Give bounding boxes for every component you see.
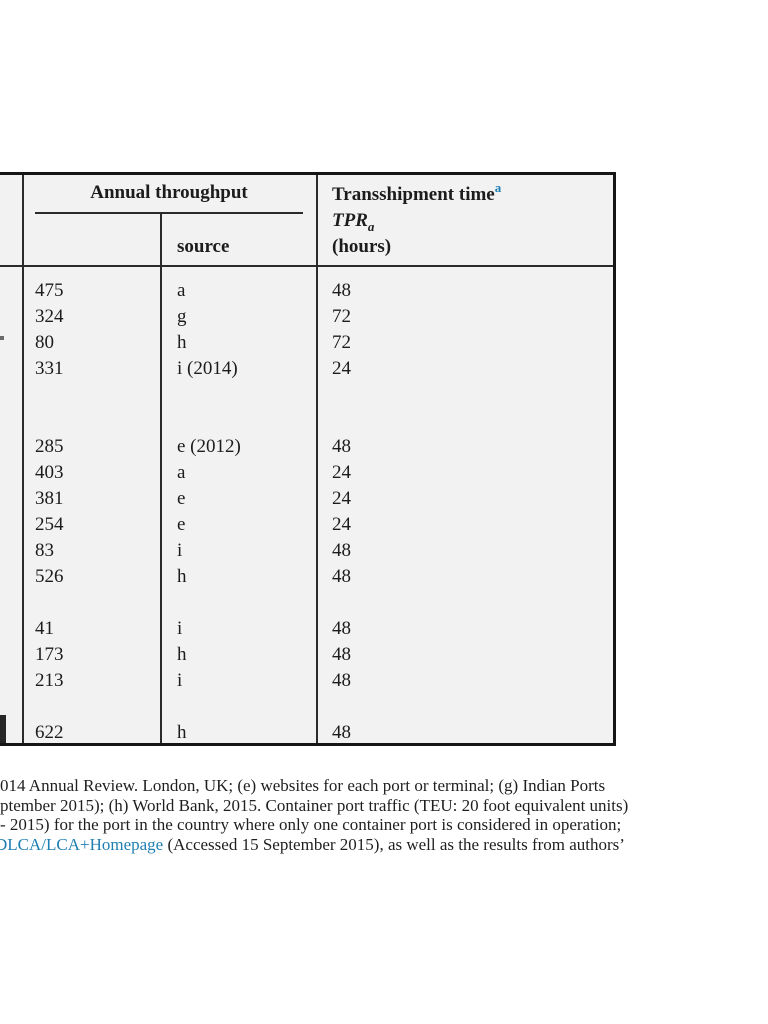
cell-throughput: 526 <box>35 566 64 587</box>
cell-throughput: 80 <box>35 332 54 353</box>
table-row <box>0 410 613 436</box>
table-row: 213 i 48 <box>0 670 613 696</box>
cell-throughput: 285 <box>35 436 64 457</box>
transshipment-label: Transshipment time <box>332 184 495 205</box>
tpr-subscript: a <box>367 218 375 234</box>
table-row: 80 h 72 <box>0 332 613 358</box>
cell-source: h <box>177 332 187 353</box>
table-footnotes: 014 Annual Review. London, UK; (e) websi… <box>0 776 768 854</box>
table-row: 381 e 24 <box>0 488 613 514</box>
footnote-line-rest: (Accessed 15 September 2015), as well as… <box>163 834 625 854</box>
data-table: Annual throughput source Transshipment t… <box>0 172 616 746</box>
cell-tpr: 48 <box>332 618 351 639</box>
cell-throughput: 324 <box>35 306 64 327</box>
cell-source: i <box>177 618 183 639</box>
footnote-line: 014 Annual Review. London, UK; (e) websi… <box>0 776 606 795</box>
cell-tpr: 48 <box>332 644 351 665</box>
table-row: 526 h 48 <box>0 566 613 592</box>
cell-source: a <box>177 462 186 483</box>
cell-throughput: 331 <box>35 358 64 379</box>
table-row <box>0 592 613 618</box>
tpr-symbol: TPR <box>332 210 368 231</box>
cell-tpr: 48 <box>332 280 351 301</box>
cell-throughput: 381 <box>35 488 64 509</box>
table-row: 475 a 48 <box>0 280 613 306</box>
cell-tpr: 72 <box>332 332 351 353</box>
cropped-text-fragment <box>0 715 6 743</box>
cell-throughput: 41 <box>35 618 54 639</box>
transshipment-column-header: Transshipment timea TPRa (hours) <box>332 179 502 260</box>
table-row <box>0 384 613 410</box>
cell-source: e <box>177 488 186 509</box>
column-divider-transshipment <box>316 175 318 743</box>
cell-tpr: 72 <box>332 306 351 327</box>
cell-throughput: 403 <box>35 462 64 483</box>
tpr-symbol-line: TPRa <box>332 208 501 234</box>
hours-units-label: (hours) <box>332 236 392 257</box>
table-row: 403 a 24 <box>0 462 613 488</box>
table-row: 41 i 48 <box>0 618 613 644</box>
homepage-link[interactable]: DLCA/LCA+Homepage <box>0 834 164 854</box>
header-separator-line <box>0 265 613 267</box>
cell-source: e (2012) <box>177 436 241 457</box>
footnote-line: - 2015) for the port in the country wher… <box>0 815 622 835</box>
cell-source: h <box>177 644 187 665</box>
cell-throughput: 83 <box>35 540 54 561</box>
cell-source: h <box>177 722 187 743</box>
table-row: 83 i 48 <box>0 540 613 566</box>
cell-source: i (2014) <box>177 358 238 379</box>
cell-tpr: 48 <box>332 566 351 587</box>
annual-throughput-underline <box>35 212 303 214</box>
footnote-line: DLCA/LCA+Homepage (Accessed 15 September… <box>0 835 763 855</box>
table-row: 331 i (2014) 24 <box>0 358 613 384</box>
table-row: 173 h 48 <box>0 644 613 670</box>
footnote-line: ptember 2015); (h) World Bank, 2015. Con… <box>0 795 629 815</box>
cropped-text-fragment <box>0 336 4 340</box>
cell-source: i <box>177 540 183 561</box>
cell-tpr: 48 <box>332 436 351 457</box>
cell-source: e <box>177 514 186 535</box>
table-row: 285 e (2012) 48 <box>0 436 613 462</box>
cell-source: i <box>177 670 183 691</box>
cell-throughput: 622 <box>35 722 64 743</box>
source-column-header: source <box>177 236 230 257</box>
cell-throughput: 173 <box>35 644 64 665</box>
cell-tpr: 48 <box>332 540 351 561</box>
cell-tpr: 48 <box>332 670 351 691</box>
cell-source: a <box>177 280 186 301</box>
cell-tpr: 24 <box>332 488 351 509</box>
table-row: 254 e 24 <box>0 514 613 540</box>
cell-tpr: 24 <box>332 358 351 379</box>
column-divider-left <box>22 175 24 743</box>
cell-tpr: 24 <box>332 462 351 483</box>
footnote-marker-a: a <box>494 179 502 195</box>
cell-source: g <box>177 306 187 327</box>
table-row: 622 h 48 <box>0 722 613 748</box>
cell-source: h <box>177 566 187 587</box>
table-body: 475 a 48 324 g 72 80 h 72 331 i (2014) 24 285 e (2012… <box>0 280 613 748</box>
annual-throughput-header: Annual throughput <box>90 182 248 203</box>
cell-tpr: 48 <box>332 722 351 743</box>
cell-tpr: 24 <box>332 514 351 535</box>
column-divider-source <box>160 213 162 743</box>
cell-throughput: 213 <box>35 670 64 691</box>
cell-throughput: 254 <box>35 514 64 535</box>
cell-throughput: 475 <box>35 280 64 301</box>
table-row: 324 g 72 <box>0 306 613 332</box>
transshipment-header-line: Transshipment timea <box>332 179 502 208</box>
table-row <box>0 696 613 722</box>
